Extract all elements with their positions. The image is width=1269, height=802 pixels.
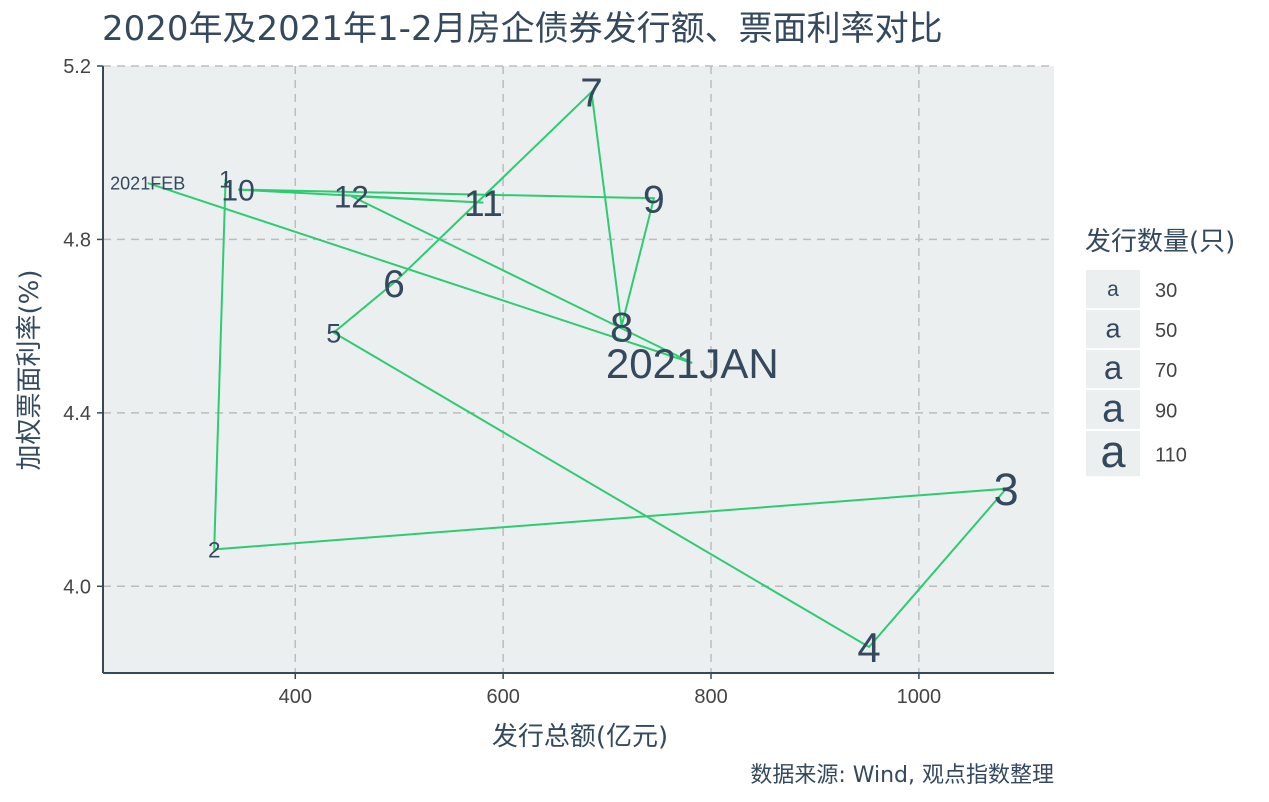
- legend-label: 30: [1155, 280, 1177, 302]
- y-tick-label: 4.0: [63, 576, 91, 598]
- point-label: 11: [464, 182, 503, 224]
- plot-panel: [103, 66, 1054, 673]
- point-label: 3: [994, 464, 1019, 515]
- point-label: 2021JAN: [606, 340, 779, 387]
- connecting-path: [147, 89, 1009, 649]
- y-axis-title: 加权票面利率(%): [15, 270, 45, 471]
- y-tick-label: 4.8: [63, 229, 91, 251]
- point-label: 10: [221, 174, 254, 207]
- point-label: 9: [643, 178, 665, 221]
- legend-label: 50: [1155, 320, 1177, 342]
- legend-key: [1086, 270, 1140, 308]
- x-tick-label: 1000: [897, 686, 942, 708]
- legend-label: 90: [1155, 400, 1177, 422]
- chart-title: 2020年及2021年1-2月房企债券发行额、票面利率对比: [102, 9, 943, 49]
- gridlines: [103, 65, 1054, 673]
- y-axis-ticks: 4.0 4.4 4.8 5.2: [63, 56, 103, 598]
- point-label: 4: [857, 624, 880, 671]
- x-axis-title: 发行总额(亿元): [492, 722, 668, 752]
- point-label: 12: [334, 178, 369, 214]
- legend-key: [1086, 430, 1140, 477]
- point-label: 5: [326, 318, 341, 348]
- y-tick-label: 5.2: [63, 56, 91, 78]
- legend-key-glyph: a: [1104, 349, 1123, 386]
- legend-key: [1086, 350, 1140, 388]
- x-tick-label: 400: [279, 686, 312, 708]
- point-label: 6: [383, 263, 405, 306]
- legend-key-glyph: a: [1105, 314, 1121, 344]
- point-label: 1: [219, 166, 232, 193]
- legend-title: 发行数量(只): [1085, 227, 1235, 257]
- legend-key: [1086, 310, 1140, 348]
- legend-label: 110: [1155, 445, 1187, 467]
- legend-key-glyph: a: [1100, 426, 1126, 477]
- point-label: 8: [610, 303, 633, 350]
- legend-label: 70: [1155, 360, 1177, 382]
- x-tick-label: 600: [486, 686, 519, 708]
- legend-key-glyph: a: [1102, 387, 1124, 430]
- legend-key-glyph: a: [1107, 278, 1119, 301]
- point-label: 2021FEB: [110, 174, 185, 194]
- y-tick-label: 4.4: [63, 403, 91, 425]
- legend-key: [1086, 390, 1140, 429]
- point-label: 7: [580, 70, 603, 116]
- x-axis-ticks: 400 600 800 1000: [279, 673, 942, 708]
- point-label: 2: [208, 538, 221, 563]
- caption: 数据来源: Wind, 观点指数整理: [750, 763, 1054, 788]
- legend: a 30 a 50 a 70 a 90 a 110: [1086, 270, 1187, 477]
- x-tick-label: 800: [694, 686, 727, 708]
